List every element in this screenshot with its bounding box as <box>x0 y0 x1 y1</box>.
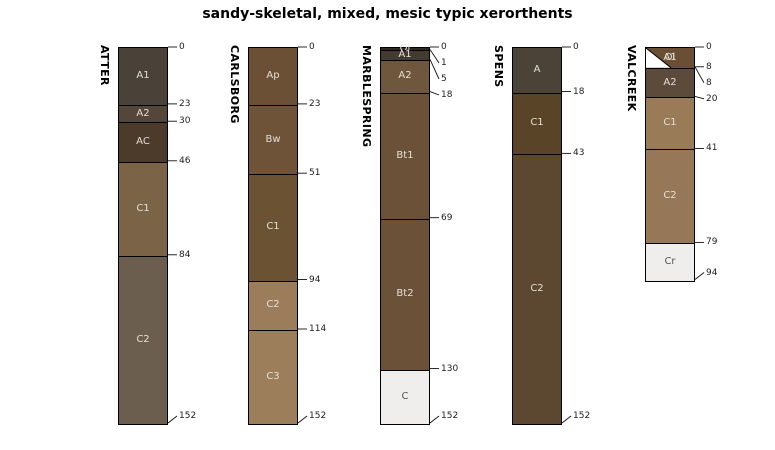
chart-title: sandy-skeletal, mixed, mesic typic xeror… <box>202 6 573 22</box>
depth-label: 18 <box>573 86 585 97</box>
depth-label: 23 <box>309 98 321 109</box>
profile-id-label: MARBLESPRING <box>360 45 373 148</box>
depth-label: 46 <box>179 155 191 166</box>
horizon <box>381 60 429 93</box>
profile-sketch: Ap Bw C1 C2 C3 <box>248 47 298 425</box>
horizon <box>513 154 561 424</box>
horizon <box>119 122 167 162</box>
depth-label: 114 <box>309 324 327 334</box>
depth-label: 94 <box>309 274 321 285</box>
depth-label: 79 <box>706 237 718 248</box>
depth-label: 152 <box>441 411 459 421</box>
depth-label: 84 <box>179 249 191 260</box>
depth-label: 0 <box>441 42 447 52</box>
horizon <box>646 149 694 244</box>
profile-sketch: Oi A1 A2 C1 C2 Cr <box>645 47 695 282</box>
depth-label: 18 <box>441 90 453 100</box>
horizon <box>249 280 297 330</box>
profile-sketch: A C1 C2 <box>512 47 562 425</box>
horizon <box>249 174 297 281</box>
depth-label: 20 <box>706 93 718 104</box>
depth-label: 41 <box>706 143 718 154</box>
horizon <box>249 48 297 105</box>
horizon <box>513 48 561 93</box>
depth-label: 0 <box>706 42 712 52</box>
depth-label: 0 <box>573 42 579 52</box>
missing-wedge <box>646 48 672 68</box>
depth-label: 30 <box>179 116 191 127</box>
depth-label: 152 <box>309 411 327 421</box>
depth-label: 152 <box>179 411 197 421</box>
depth-label: 0 <box>179 42 185 52</box>
depth-label: 43 <box>573 148 585 159</box>
horizon <box>381 48 429 51</box>
horizon <box>119 48 167 105</box>
depth-leader-lines <box>297 46 308 424</box>
profile-id-label: CARLSBORG <box>228 45 241 124</box>
horizon <box>381 50 429 61</box>
profile-id-label: VALCREEK <box>625 45 638 112</box>
horizon <box>381 92 429 219</box>
horizon <box>249 104 297 175</box>
depth-label: 69 <box>441 212 453 223</box>
depth-label: 152 <box>573 411 591 421</box>
profile-sketch: Oi A1 A2 Bt1 Bt2 C <box>380 43 430 425</box>
profile-sketch: A1 A2 AC C1 C2 <box>118 47 168 425</box>
depth-label: 130 <box>441 363 459 374</box>
horizon <box>381 218 429 370</box>
depth-label: 23 <box>179 98 191 109</box>
horizon <box>119 161 167 256</box>
profile-id-label: ATTER <box>98 45 111 86</box>
horizon <box>381 369 429 424</box>
depth-leader-lines <box>167 46 178 424</box>
depth-label: 8 <box>706 61 712 72</box>
depth-label: 94 <box>706 267 718 278</box>
horizon <box>646 243 694 281</box>
depth-label: 51 <box>309 168 321 179</box>
depth-label: 0 <box>309 42 315 52</box>
depth-leader-lines <box>561 46 572 424</box>
horizon <box>646 48 694 68</box>
horizon <box>646 48 694 68</box>
horizon <box>646 97 694 150</box>
depth-label: 8 <box>706 77 712 88</box>
horizon <box>513 92 561 155</box>
horizon <box>119 255 167 424</box>
depth-label: 5 <box>441 74 447 84</box>
depth-label: 1 <box>441 58 447 68</box>
profile-id-label: SPENS <box>492 45 505 88</box>
horizon <box>249 330 297 424</box>
horizon <box>119 104 167 123</box>
horizon <box>646 67 694 98</box>
